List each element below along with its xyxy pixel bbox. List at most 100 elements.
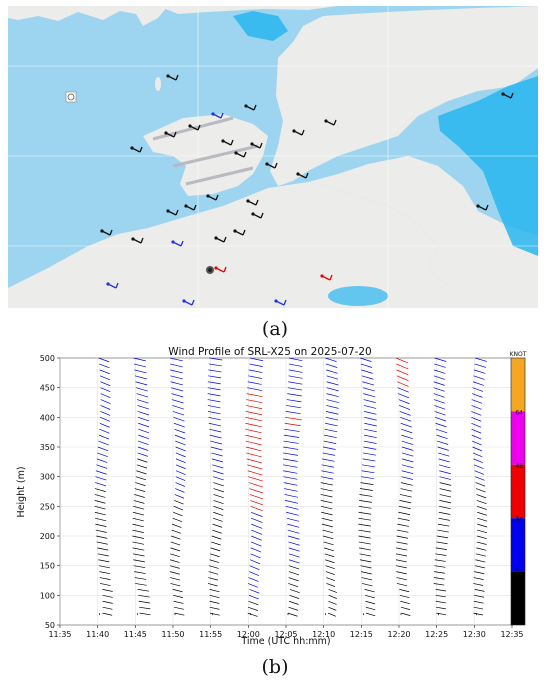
station-dot — [292, 129, 296, 133]
wind-barb — [284, 422, 301, 427]
wind-barb — [437, 446, 449, 451]
wind-barb — [437, 523, 450, 527]
wind-barb — [287, 387, 303, 391]
wind-barb — [95, 529, 107, 533]
wind-barb — [133, 357, 146, 362]
x-tick-label: 12:05 — [274, 630, 297, 639]
wind-barb — [94, 488, 106, 492]
wind-barb — [213, 500, 224, 505]
wind-barb — [138, 440, 149, 445]
wind-barb — [328, 600, 337, 605]
wind-barb — [438, 517, 450, 521]
wind-barb — [400, 488, 413, 492]
wind-barb — [398, 511, 411, 515]
wind-barb — [320, 482, 333, 486]
wind-barb — [288, 357, 303, 362]
colorbar-frame — [510, 357, 526, 626]
wind-barb — [209, 612, 220, 616]
wind-barb — [97, 446, 109, 452]
x-axis-label: Time (UTC hh:mm) — [240, 636, 330, 647]
wind-barb — [473, 577, 484, 580]
wind-barb — [208, 416, 221, 421]
wind-barb — [321, 470, 334, 474]
x-tick-label: 12:10 — [312, 630, 335, 639]
wind-barb — [211, 452, 223, 457]
caption-a: (a) — [261, 318, 289, 340]
wind-barb — [208, 577, 218, 581]
wind-barb — [175, 458, 186, 464]
barb-column — [358, 357, 377, 617]
barb-column — [433, 357, 452, 616]
wind-barb — [100, 417, 111, 422]
wind-barb — [246, 399, 263, 404]
wind-barb — [98, 440, 109, 446]
wind-barb — [401, 464, 414, 469]
wind-barb — [473, 464, 484, 469]
wind-barb — [175, 464, 186, 470]
wind-barb — [360, 363, 373, 368]
wind-barb — [325, 565, 335, 570]
wind-barb — [94, 511, 106, 516]
wind-barb — [99, 577, 111, 580]
colorbar-segment — [511, 464, 525, 519]
wind-barb — [434, 405, 446, 410]
wind-barb — [209, 357, 223, 361]
wind-barb — [289, 595, 300, 599]
wind-barb — [358, 505, 372, 509]
wind-barb — [359, 488, 373, 491]
wind-barb — [364, 411, 377, 415]
barb-column — [169, 357, 186, 616]
wind-barb — [245, 411, 263, 416]
wind-barb — [245, 446, 262, 452]
wind-barb — [435, 600, 446, 604]
x-tick-label: 11:35 — [48, 630, 71, 639]
wind-barb — [397, 523, 410, 527]
wind-barb-icon — [109, 229, 113, 236]
wind-barb — [102, 600, 113, 604]
wind-barb — [171, 393, 184, 398]
wind-barb — [208, 411, 221, 415]
wind-barb — [137, 417, 150, 422]
wind-barb — [475, 553, 486, 557]
wind-barb — [473, 583, 484, 586]
wind-barb — [245, 428, 262, 434]
map-rain-area — [438, 76, 538, 256]
wind-barb — [95, 470, 107, 475]
x-tick-label: 12:30 — [463, 630, 486, 639]
wind-barb — [283, 482, 298, 486]
wind-barb — [358, 541, 371, 545]
wind-barb — [438, 458, 450, 463]
wind-barb — [209, 600, 220, 604]
wind-barb — [174, 612, 185, 616]
wind-barb — [437, 529, 449, 533]
wind-barb — [401, 612, 411, 616]
wind-barb — [472, 452, 483, 458]
station-dot — [234, 151, 238, 155]
wind-barb — [169, 559, 180, 563]
wind-barb — [359, 559, 372, 563]
wind-barb — [213, 482, 224, 487]
map-land-east — [308, 156, 538, 308]
wind-barb — [132, 553, 145, 557]
wind-barb — [358, 517, 371, 521]
wind-barb — [322, 529, 334, 534]
y-tick-label: 50 — [45, 621, 55, 630]
wind-barb — [139, 606, 151, 610]
wind-barb — [477, 529, 488, 534]
wind-barb — [169, 565, 180, 569]
wind-barb — [282, 458, 298, 462]
station-dot — [164, 131, 168, 135]
wind-barb — [434, 363, 446, 368]
wind-barb — [400, 600, 410, 605]
wind-barb — [247, 387, 263, 391]
wind-barb — [134, 494, 145, 498]
wind-barb — [170, 387, 184, 392]
wind-barb — [471, 428, 482, 434]
y-tick-label: 300 — [40, 473, 55, 482]
wind-barb — [99, 369, 110, 375]
wind-barb — [476, 547, 487, 551]
wind-barb-icon — [333, 119, 337, 126]
wind-barb — [251, 535, 262, 541]
wind-barb-icon — [301, 129, 305, 136]
wind-barb — [360, 571, 372, 575]
